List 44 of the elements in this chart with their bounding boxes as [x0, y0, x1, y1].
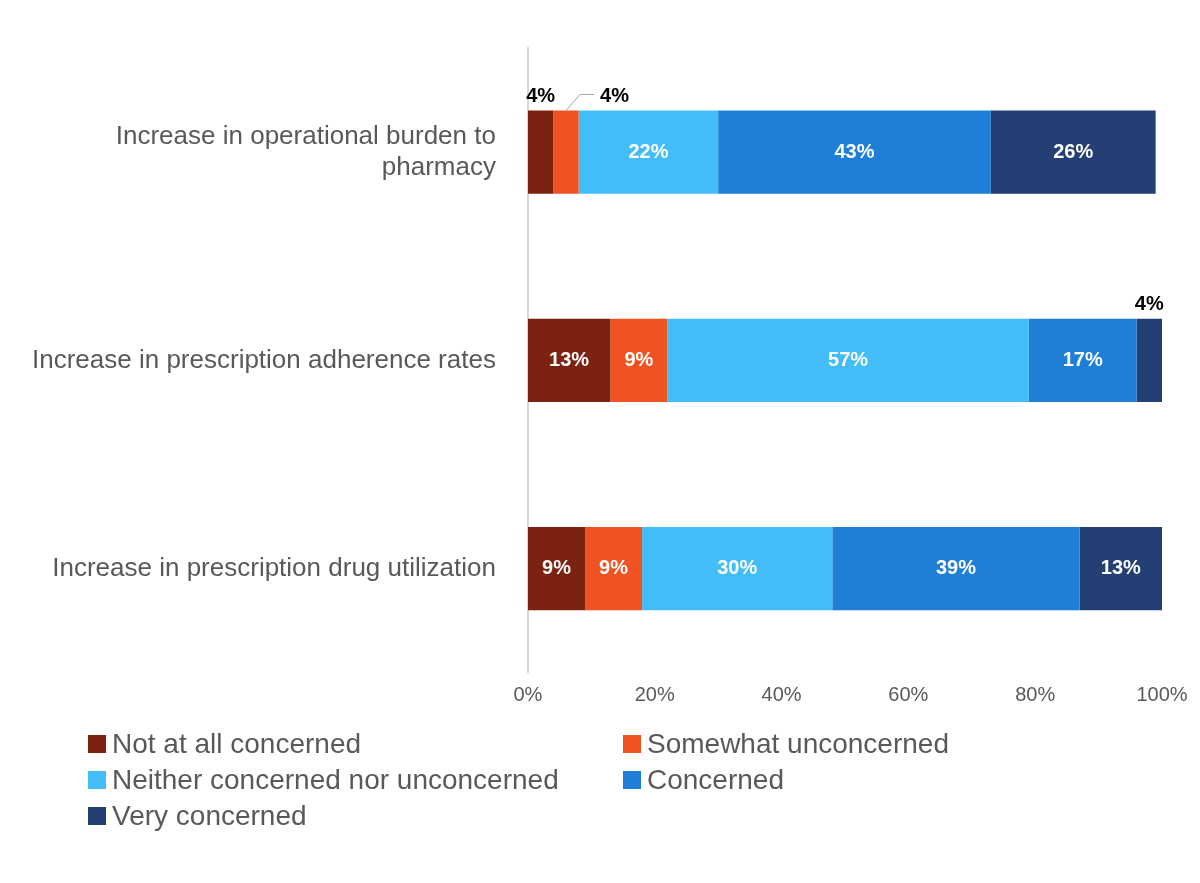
bar: [527, 110, 554, 194]
bar: [553, 110, 579, 194]
x-tick-label: 20%: [634, 683, 675, 706]
data-label: 9%: [542, 556, 572, 579]
x-tick-label: 60%: [888, 683, 929, 706]
y-tick-label: Increase in prescription drug utilization: [52, 551, 496, 582]
y-tick-label: Increase in prescription adherence rates: [31, 343, 496, 374]
bar: [718, 110, 991, 194]
x-tick-label: 40%: [761, 683, 802, 706]
data-label: 4%: [1134, 292, 1164, 315]
bar: [990, 110, 1156, 194]
data-label: 13%: [1100, 556, 1142, 579]
legend-label: Not at all concerned: [112, 728, 362, 760]
data-label: 22%: [628, 139, 669, 162]
x-tick-label: 100%: [1136, 683, 1188, 706]
data-label: 17%: [1062, 347, 1103, 370]
data-label: 4%: [600, 84, 630, 106]
data-label: 57%: [828, 347, 869, 370]
bar: [527, 527, 585, 611]
bar: [1028, 318, 1137, 403]
bar: [584, 527, 643, 611]
y-tick-label: Increase in operational burden to pharmacy: [115, 119, 496, 181]
x-tick-label: 0%: [513, 683, 543, 706]
data-label: 9%: [599, 556, 629, 579]
data-label: 39%: [935, 556, 977, 579]
bar: [832, 527, 1080, 611]
legend-label: Very concerned: [112, 800, 307, 832]
bar: [1079, 527, 1162, 611]
data-label: 4%: [526, 84, 556, 106]
bar: [527, 318, 611, 403]
bar: [578, 110, 719, 194]
data-label: 9%: [624, 347, 654, 370]
x-tick-label: 80%: [1015, 683, 1056, 706]
legend-label: Concerned: [647, 764, 784, 796]
data-label: 26%: [1053, 139, 1094, 162]
legend-label: Neither concerned nor unconcerned: [112, 764, 559, 796]
data-label: 43%: [834, 139, 875, 162]
bar: [1136, 318, 1162, 403]
bar: [642, 527, 833, 611]
bar: [667, 318, 1029, 403]
data-label: 13%: [549, 347, 590, 370]
legend-label: Somewhat unconcerned: [647, 728, 949, 760]
data-label: 30%: [717, 556, 758, 579]
bar: [610, 318, 668, 403]
